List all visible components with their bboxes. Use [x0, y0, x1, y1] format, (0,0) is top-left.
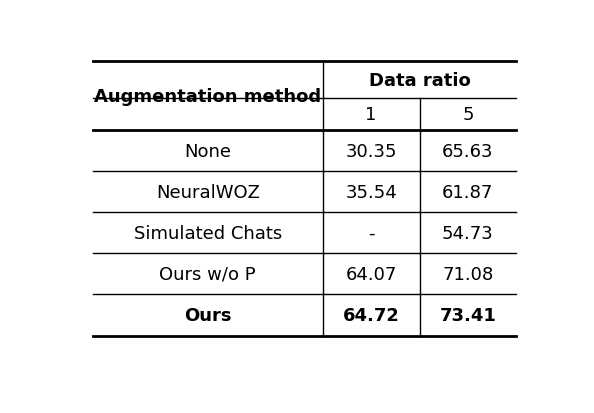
Text: 30.35: 30.35 [346, 142, 397, 160]
Text: Ours w/o P: Ours w/o P [159, 265, 256, 283]
Text: 73.41: 73.41 [440, 306, 496, 324]
Text: 54.73: 54.73 [442, 224, 494, 242]
Text: Simulated Chats: Simulated Chats [134, 224, 282, 242]
Text: Data ratio: Data ratio [369, 71, 470, 90]
Text: -: - [368, 224, 374, 242]
Text: None: None [184, 142, 231, 160]
Text: 65.63: 65.63 [442, 142, 494, 160]
Text: 5: 5 [462, 106, 473, 124]
Text: 35.54: 35.54 [345, 183, 397, 201]
Text: NeuralWOZ: NeuralWOZ [156, 183, 260, 201]
Text: Augmentation method: Augmentation method [94, 88, 321, 105]
Text: 71.08: 71.08 [442, 265, 494, 283]
Text: 64.72: 64.72 [343, 306, 400, 324]
Text: 64.07: 64.07 [346, 265, 397, 283]
Text: 1: 1 [365, 106, 377, 124]
Text: 61.87: 61.87 [442, 183, 494, 201]
Text: Ours: Ours [184, 306, 232, 324]
